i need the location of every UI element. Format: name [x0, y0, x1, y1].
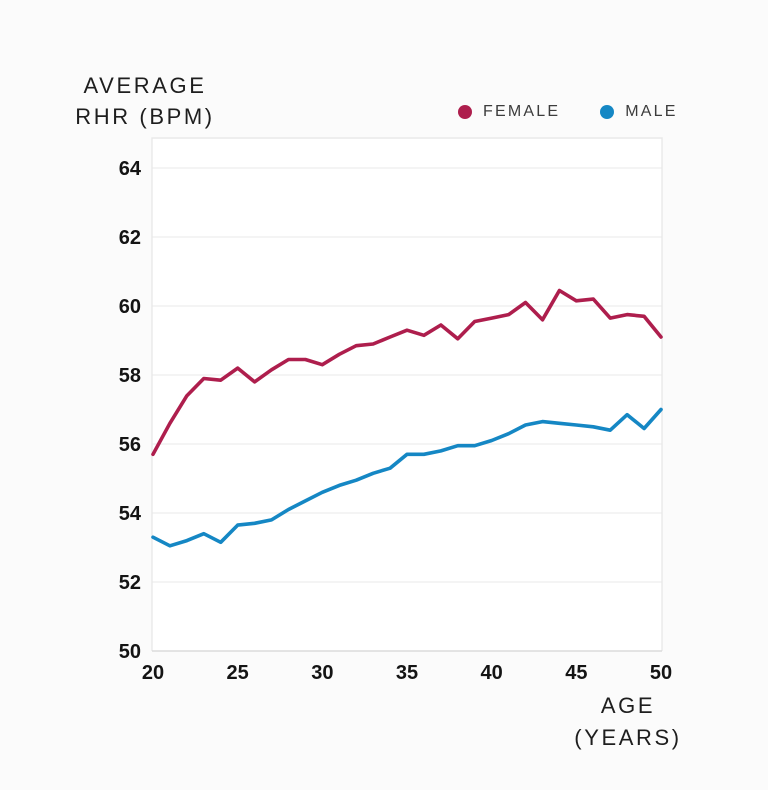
male-legend-label: MALE — [625, 103, 678, 120]
male-series-dot-icon — [600, 105, 615, 119]
legend: FEMALE MALE — [458, 103, 678, 121]
x-axis-title-line2: (YEARS) — [574, 725, 682, 750]
chart-title: AVERAGE RHR (BPM) — [58, 70, 232, 132]
y-tick-label: 58 — [119, 365, 141, 387]
y-tick-label: 50 — [119, 641, 141, 663]
y-tick-label: 60 — [119, 296, 141, 318]
y-tick-label: 62 — [119, 227, 141, 249]
y-tick-label: 56 — [119, 434, 141, 456]
x-axis-title: AGE (YEARS) — [528, 690, 728, 754]
y-tick-label: 54 — [119, 503, 142, 525]
x-tick-label: 25 — [227, 662, 249, 684]
legend-item-male: MALE — [600, 103, 677, 121]
x-tick-label: 40 — [481, 662, 503, 684]
x-tick-label: 50 — [650, 662, 672, 684]
y-tick-label: 52 — [119, 572, 141, 594]
chart-title-line2: RHR (BPM) — [75, 104, 215, 129]
x-tick-label: 30 — [311, 662, 333, 684]
legend-item-female: FEMALE — [458, 103, 560, 121]
x-tick-label: 45 — [565, 662, 587, 684]
female-series-dot-icon — [458, 105, 472, 119]
female-line — [151, 288, 663, 457]
male-line — [151, 407, 663, 548]
x-tick-label: 35 — [396, 662, 418, 684]
chart-title-line1: AVERAGE — [83, 73, 207, 98]
x-axis-title-line1: AGE — [600, 693, 656, 718]
female-legend-label: FEMALE — [483, 103, 561, 120]
plot-background — [152, 138, 662, 651]
plot-border — [151, 137, 663, 651]
y-tick-label: 64 — [119, 158, 142, 180]
x-tick-label: 20 — [142, 662, 164, 684]
